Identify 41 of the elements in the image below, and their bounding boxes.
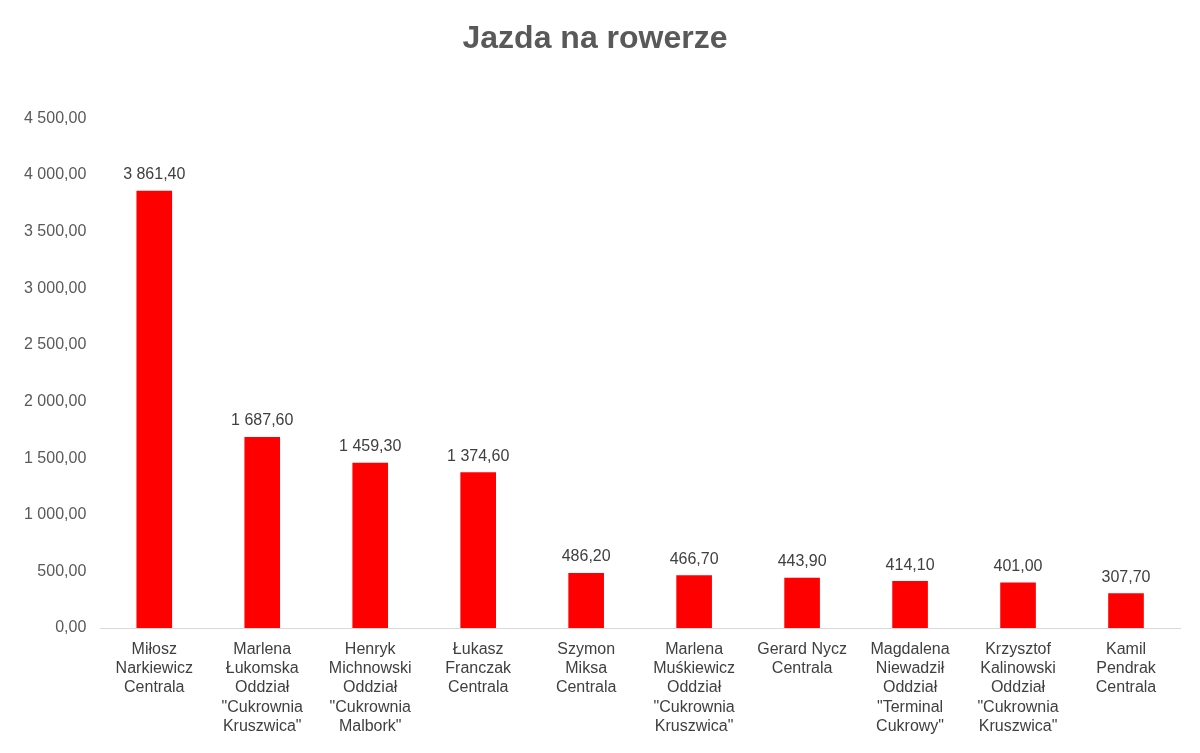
x-tick-label: Kamil Pendrak Centrala xyxy=(1095,640,1157,696)
bar xyxy=(460,472,496,628)
y-tick-label: 500,00 xyxy=(37,561,87,579)
chart-title: Jazda na rowerze xyxy=(462,19,728,56)
x-tick-label: Marlena Łukomska Oddział "Cukrownia Kruszwica" xyxy=(221,640,303,734)
data-label: 414,10 xyxy=(885,555,935,573)
y-tick-label: 3 500,00 xyxy=(24,222,87,240)
x-tick-label: Gerard Nycz Centrala xyxy=(757,640,847,677)
data-label: 443,90 xyxy=(777,552,827,570)
bar xyxy=(568,572,604,628)
y-tick-label: 1 000,00 xyxy=(24,505,87,523)
data-label: 3 861,40 xyxy=(123,165,186,183)
data-label: 466,70 xyxy=(669,549,719,567)
y-tick-label: 1 500,00 xyxy=(24,448,87,466)
x-tick-label: Łukasz Franczak Centrala xyxy=(445,640,513,696)
bar xyxy=(244,436,281,628)
x-tick-label: Marlena Muśkiewicz Oddział "Cukrownia Kruszwica" xyxy=(653,640,736,734)
y-tick-label: 2 500,00 xyxy=(24,335,87,353)
bar xyxy=(892,581,928,628)
bar xyxy=(784,577,820,628)
data-label: 1 374,60 xyxy=(447,446,510,464)
bar xyxy=(676,575,712,628)
bar xyxy=(1108,593,1144,628)
x-tick-label: Szymon Miksa Centrala xyxy=(555,640,617,696)
bar xyxy=(1000,582,1036,628)
x-tick-label: Magdalena Niewadził Oddział "Terminal Cukrowy" xyxy=(870,640,950,734)
y-tick-label: 4 000,00 xyxy=(24,165,87,183)
y-tick-label: 2 000,00 xyxy=(24,391,87,409)
data-label: 486,20 xyxy=(561,547,611,565)
y-tick-label: 4 500,00 xyxy=(24,108,87,126)
data-label: 1 687,60 xyxy=(231,411,294,429)
x-tick-label: Henryk Michnowski Oddział "Cukrownia Malbork" xyxy=(328,640,412,734)
data-label: 1 459,30 xyxy=(339,437,402,455)
x-tick-label: Krzysztof Kalinowski Oddział "Cukrownia Kruszwica" xyxy=(977,640,1059,734)
bar xyxy=(136,190,173,628)
y-tick-label: 0,00 xyxy=(55,618,87,636)
x-tick-label: Miłosz Narkiewicz Centrala xyxy=(115,640,193,696)
bar xyxy=(352,462,389,628)
data-label: 401,00 xyxy=(993,557,1043,574)
y-tick-label: 3 000,00 xyxy=(24,278,87,296)
data-label: 307,70 xyxy=(1101,567,1151,585)
